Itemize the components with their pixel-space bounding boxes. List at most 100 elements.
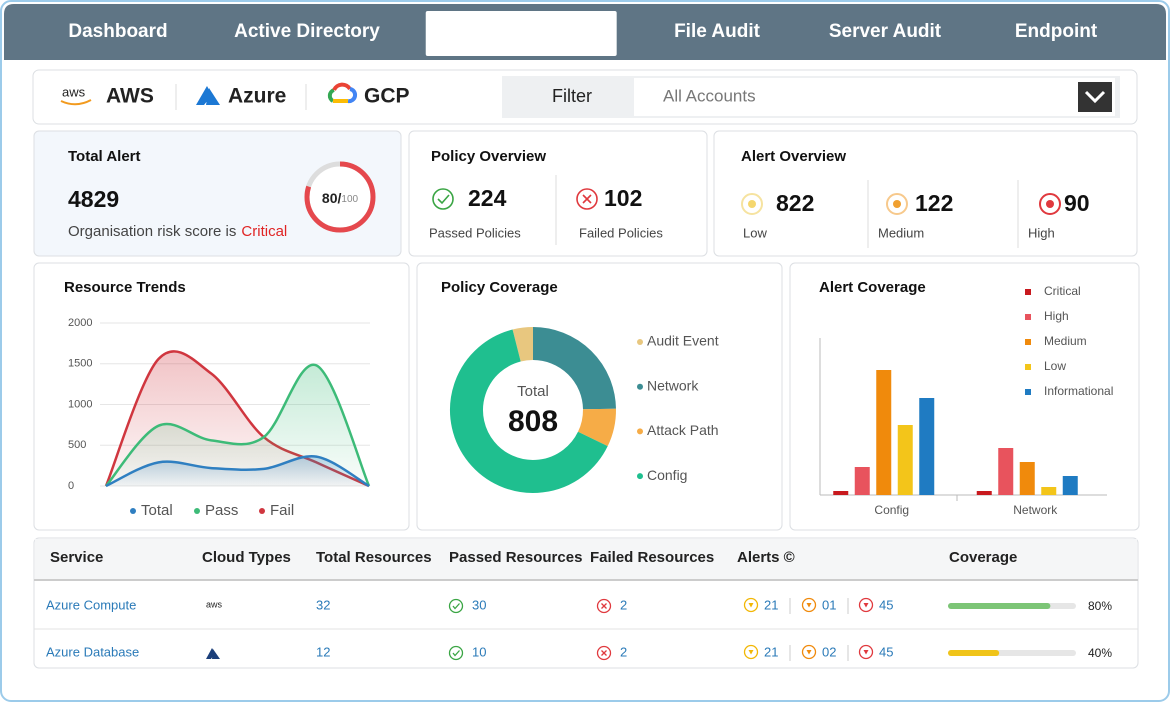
donut-segment — [512, 327, 534, 362]
service-name[interactable]: Azure Compute — [46, 597, 136, 612]
nav-tab[interactable]: Cloud Directory — [450, 21, 593, 42]
column-header: Alerts © — [737, 549, 795, 566]
legend-label[interactable]: Critical — [1044, 284, 1081, 298]
alert-count: 45 — [879, 597, 893, 612]
donut-center-label: Total — [517, 383, 549, 400]
active-tab[interactable] — [425, 11, 617, 56]
risk-text: Organisation risk score is — [68, 223, 236, 240]
nav-tab[interactable]: Server Audit — [829, 21, 942, 42]
alert-icon — [743, 644, 759, 660]
column-header: Failed Resources — [590, 549, 714, 566]
nav-tab[interactable]: Endpoint — [1015, 21, 1098, 42]
filter-select[interactable] — [634, 78, 1115, 116]
score-max: 100 — [341, 194, 358, 205]
filter-value[interactable]: All Accounts — [663, 86, 756, 105]
card-title: Alert Overview — [741, 148, 846, 165]
fail-icon — [596, 598, 612, 614]
fail-icon — [596, 645, 612, 661]
legend-label[interactable]: Low — [1044, 359, 1066, 373]
nav-tab[interactable]: File Audit — [674, 21, 761, 42]
dropdown-button[interactable] — [1078, 82, 1112, 112]
alert-value: 90 — [1064, 190, 1090, 216]
legend-swatch — [1025, 389, 1031, 395]
chart-title: Alert Coverage — [819, 279, 926, 296]
alert-icon — [801, 644, 817, 660]
legend-label[interactable]: Attack Path — [647, 422, 719, 438]
legend-label[interactable]: Informational — [1044, 384, 1113, 398]
aws-smile — [60, 99, 92, 106]
line-series — [105, 455, 370, 488]
coverage-label: 80% — [1088, 599, 1112, 613]
column-header: Cloud Types — [202, 549, 291, 566]
bar — [1041, 487, 1057, 495]
legend-label[interactable]: Audit Event — [647, 333, 719, 349]
passed-resources: 10 — [472, 644, 486, 659]
alert-count: 45 — [879, 644, 893, 659]
column-header: Passed Resources — [449, 549, 582, 566]
score: 80 — [322, 190, 338, 206]
donut-segment — [577, 408, 616, 447]
legend-swatch — [1025, 339, 1031, 345]
bar — [854, 467, 870, 495]
pass-icon — [452, 650, 460, 657]
medium-icon — [886, 193, 908, 215]
fail-icon — [601, 603, 607, 609]
bar — [976, 491, 992, 495]
alert-icon — [806, 603, 812, 608]
fail-icon — [576, 188, 598, 210]
bar — [1019, 462, 1035, 495]
provider-name[interactable]: AWS — [106, 85, 154, 108]
filter-label: Filter — [552, 86, 592, 106]
alert-icon — [748, 650, 754, 655]
nav-tab[interactable]: Dashboard — [68, 21, 167, 42]
x-tick-label: Network — [1013, 503, 1058, 517]
low-icon — [741, 193, 763, 215]
line-area — [106, 364, 369, 486]
pass-icon — [448, 598, 464, 614]
passed-value: 224 — [468, 185, 507, 211]
legend-label[interactable]: Total — [141, 502, 173, 519]
pass-icon — [437, 194, 450, 205]
legend-swatch — [637, 428, 643, 435]
failed-value: 102 — [604, 185, 642, 211]
failed-resources: 2 — [620, 644, 627, 659]
legend-label[interactable]: Fail — [270, 502, 294, 519]
chart-title: Policy Coverage — [441, 279, 558, 296]
legend-label[interactable]: Network — [647, 377, 699, 393]
score-ring — [304, 161, 376, 233]
legend-label[interactable]: Medium — [1044, 334, 1087, 348]
coverage-label: 40% — [1088, 646, 1112, 660]
legend-swatch — [1025, 314, 1031, 320]
legend-label[interactable]: High — [1044, 309, 1069, 323]
legend-label[interactable]: Config — [647, 467, 687, 483]
alert-icon — [743, 597, 759, 613]
column-header: Service — [50, 549, 103, 566]
dropdown-arrow — [1084, 90, 1106, 104]
donut-segment — [532, 327, 616, 410]
y-tick-label: 2000 — [68, 317, 92, 329]
nav-tab[interactable]: Active Directory — [234, 21, 380, 42]
passed-label: Passed Policies — [429, 225, 521, 240]
alert-icon — [858, 597, 874, 613]
high-icon — [1046, 200, 1054, 208]
aws-logo: aws — [62, 84, 86, 99]
cloud-type: aws — [206, 599, 223, 609]
risk-text: Organisation risk score is Critical — [68, 223, 287, 240]
bar — [876, 370, 892, 495]
provider-name[interactable]: GCP — [364, 85, 410, 108]
legend-swatch — [637, 339, 643, 345]
card-title: Policy Overview — [431, 148, 546, 165]
alert-label: Medium — [878, 225, 924, 240]
legend-label[interactable]: Pass — [205, 502, 238, 519]
gcp-logo — [327, 82, 358, 104]
low-icon — [748, 200, 756, 208]
service-name[interactable]: Azure Database — [46, 644, 139, 659]
alert-icon — [801, 597, 817, 613]
alert-value: 822 — [776, 190, 814, 216]
legend-swatch — [259, 508, 265, 514]
line-series — [105, 363, 371, 487]
alert-count: 21 — [764, 644, 778, 659]
provider-name[interactable]: Azure — [228, 85, 286, 108]
score-separator: / — [338, 190, 342, 206]
bar — [833, 491, 849, 495]
